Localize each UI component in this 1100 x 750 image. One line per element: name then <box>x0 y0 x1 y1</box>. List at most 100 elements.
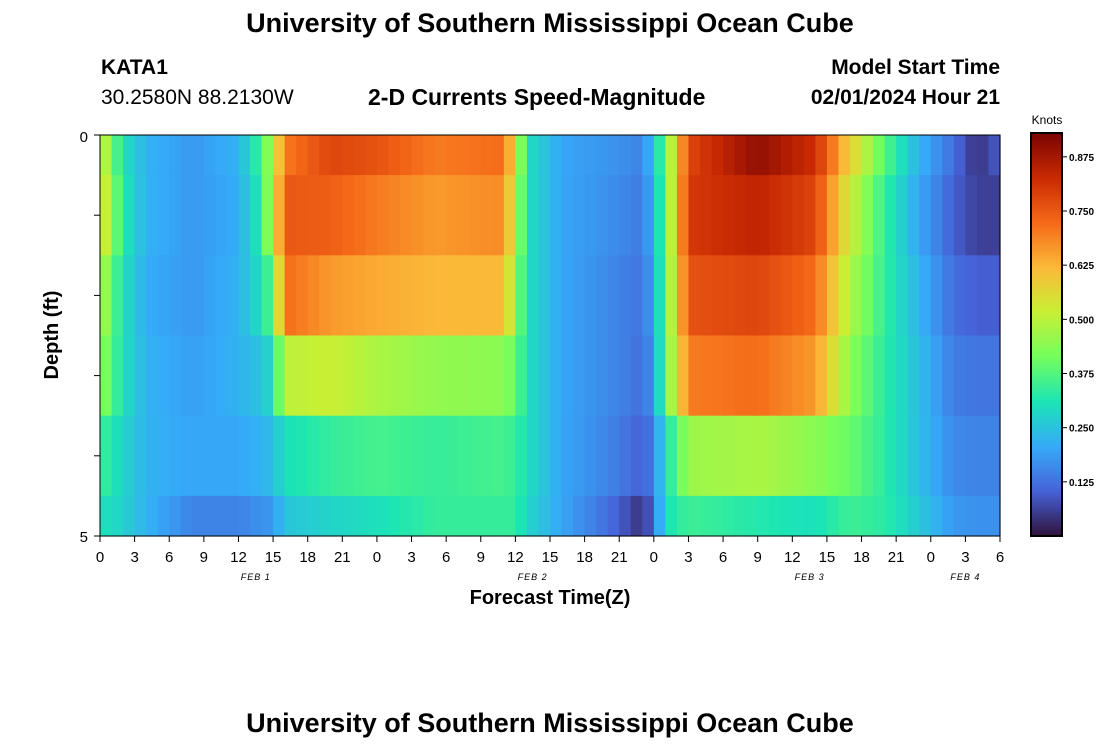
heatmap-cell <box>988 255 1001 337</box>
heatmap-cell <box>676 335 690 417</box>
heatmap-cell <box>526 255 540 337</box>
heatmap-cell <box>134 415 147 497</box>
heatmap-cell <box>861 335 874 417</box>
heatmap-cell <box>607 335 620 417</box>
date-label: FEB 4 <box>950 572 980 582</box>
heatmap-cell <box>630 175 643 256</box>
heatmap-cell <box>123 495 136 537</box>
heatmap-cell <box>826 135 840 176</box>
heatmap-cell <box>492 255 505 337</box>
heatmap-cell <box>307 135 320 176</box>
heatmap-cell <box>238 255 251 337</box>
heatmap-cell <box>469 495 482 537</box>
heatmap-cell <box>457 175 470 256</box>
date-label: FEB 3 <box>795 572 825 582</box>
heatmap-cell <box>792 255 805 337</box>
heatmap-cell <box>446 175 459 256</box>
heatmap-cell <box>688 175 701 256</box>
heatmap-cell <box>642 335 655 417</box>
heatmap-cell <box>503 175 516 256</box>
x-tick-label: 6 <box>442 549 450 566</box>
heatmap-cell <box>446 255 459 337</box>
heatmap-cell <box>653 495 666 537</box>
heatmap-cell <box>573 175 586 256</box>
heatmap-cell <box>434 135 447 176</box>
heatmap-cell <box>642 175 655 256</box>
heatmap-cell <box>492 335 505 417</box>
heatmap-cell <box>792 135 805 176</box>
y-axis: 05 <box>80 129 100 546</box>
heatmap-cell <box>123 335 136 417</box>
x-tick-label: 3 <box>407 549 415 566</box>
heatmap-cell <box>596 495 609 537</box>
heatmap-cell <box>411 175 424 256</box>
heatmap-cell <box>803 135 816 176</box>
heatmap-cell <box>388 415 401 497</box>
x-tick-label: 0 <box>650 549 658 566</box>
heatmap-cell <box>100 255 113 337</box>
heatmap-cell <box>134 335 147 417</box>
heatmap-cell <box>296 415 309 497</box>
heatmap-cell <box>376 495 390 537</box>
x-tick-label: 9 <box>754 549 762 566</box>
heatmap-cell <box>942 495 955 537</box>
heatmap-cell <box>988 335 1001 417</box>
x-axis-title: Forecast Time(Z) <box>470 587 631 609</box>
heatmap-cell <box>550 495 563 537</box>
heatmap-cell <box>965 335 978 417</box>
heatmap-cell <box>584 135 597 176</box>
heatmap-cell <box>676 255 690 337</box>
heatmap-cell <box>550 335 563 417</box>
heatmap-cell <box>203 175 216 256</box>
heatmap-cell <box>596 255 609 337</box>
heatmap-cell <box>538 335 551 417</box>
heatmap-cell <box>307 175 320 256</box>
heatmap-cell <box>157 135 170 176</box>
heatmap-cell <box>146 135 159 176</box>
heatmap-cell <box>653 255 666 337</box>
heatmap-cell <box>976 495 990 537</box>
heatmap-cell <box>203 135 216 176</box>
heatmap-cell <box>584 175 597 256</box>
heatmap-cell <box>353 135 366 176</box>
heatmap-cell <box>203 495 216 537</box>
heatmap-cell <box>146 495 159 537</box>
heatmap-cell <box>976 255 990 337</box>
heatmap-cell <box>919 415 932 497</box>
heatmap-cell <box>780 495 793 537</box>
heatmap-cell <box>792 335 805 417</box>
heatmap-cell <box>619 175 632 256</box>
heatmap-cell <box>884 415 897 497</box>
heatmap-cell <box>723 415 736 497</box>
heatmap-cell <box>965 135 978 176</box>
colorbar-tick-label: 0.625 <box>1069 261 1094 272</box>
heatmap-cell <box>873 335 886 417</box>
heatmap-cell <box>146 255 159 337</box>
heatmap-cell <box>884 175 897 256</box>
heatmap-cell <box>746 255 759 337</box>
x-tick-label: 15 <box>265 549 282 566</box>
heatmap-cell <box>296 495 309 537</box>
heatmap-cell <box>700 175 713 256</box>
heatmap-cell <box>515 335 528 417</box>
heatmap-cell <box>919 175 932 256</box>
heatmap-cell <box>907 135 920 176</box>
heatmap-cell <box>180 175 193 256</box>
heatmap-cell <box>538 255 551 337</box>
x-tick-label: 0 <box>927 549 935 566</box>
heatmap-cell <box>826 175 840 256</box>
heatmap-cell <box>526 135 540 176</box>
heatmap-cell <box>723 135 736 176</box>
heatmap-cell <box>273 135 286 176</box>
heatmap-cell <box>261 335 274 417</box>
heatmap-cell <box>400 135 413 176</box>
heatmap-cell <box>353 415 366 497</box>
heatmap-cell <box>711 415 724 497</box>
heatmap-cell <box>930 175 943 256</box>
heatmap-cell <box>630 495 643 537</box>
heatmap-cell <box>296 335 309 417</box>
heatmap-cell <box>376 175 390 256</box>
heatmap-cell <box>446 335 459 417</box>
heatmap-cell <box>838 415 851 497</box>
heatmap-cell <box>619 495 632 537</box>
